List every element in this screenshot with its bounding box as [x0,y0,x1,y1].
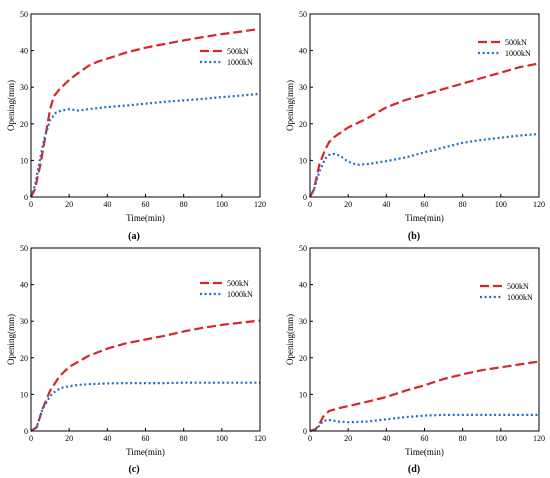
y-tick-label: 50 [20,244,28,253]
y-tick-label: 30 [299,83,307,92]
y-axis-label: Opening(mm) [285,80,295,131]
plot-frame [309,247,540,432]
y-tick-label: 30 [20,317,28,326]
x-tick-label: 40 [382,200,390,209]
x-tick-label: 40 [382,434,390,443]
x-tick-label: 100 [216,434,228,443]
y-tick-label: 40 [299,47,307,56]
legend-label-1000kn: 1000kN [227,58,253,67]
x-tick-label: 60 [142,200,150,209]
x-tick-label: 80 [459,200,467,209]
series-line-500kn [30,319,261,432]
y-tick-label: 50 [299,10,307,19]
x-tick-label: 80 [180,200,188,209]
legend: 500kN 1000kN [200,47,253,67]
y-tick-label: 20 [299,354,307,363]
chart-panel-2: 0 20 40 60 80 100 120 0 10 20 30 40 50 Time(min) Openi… [285,10,545,242]
panel-label: (d) [408,464,420,475]
legend-label-1000kn: 1000kN [227,290,253,299]
series-line-1000kn [30,381,260,432]
x-tick-label: 20 [65,434,73,443]
x-tick-label: 120 [533,434,545,443]
x-tick-label: 100 [216,200,228,209]
y-tick-label: 10 [20,156,28,165]
legend-label-1000kn: 1000kN [505,49,531,58]
y-tick-label: 20 [20,354,28,363]
legend-label-500kn: 500kN [505,38,527,47]
x-tick-label: 120 [254,200,266,209]
x-tick-label: 20 [65,200,73,209]
legend-label-1000kn: 1000kN [507,293,533,302]
y-tick-label: 50 [20,10,28,19]
series-line-1000kn [309,132,540,198]
series-line-500kn [309,360,540,433]
y-tick-label: 20 [299,120,307,129]
x-tick-label: 80 [180,434,188,443]
legend-label-500kn: 500kN [507,282,529,291]
x-tick-label: 20 [344,434,352,443]
panel-label: (b) [408,231,420,242]
x-axis-label: Time(min) [126,447,165,457]
panel-label: (a) [128,231,140,242]
x-tick-label: 0 [308,434,312,443]
y-tick-label: 0 [24,193,28,202]
x-tick-label: 60 [421,434,429,443]
y-tick-label: 10 [20,390,28,399]
y-tick-label: 20 [20,120,28,129]
y-tick-label: 30 [20,83,28,92]
y-tick-label: 0 [303,193,307,202]
y-tick-label: 40 [299,281,307,290]
x-tick-label: 40 [103,434,111,443]
x-tick-label: 100 [495,200,507,209]
legend: 500kN 1000kN [480,282,533,302]
y-tick-label: 10 [299,156,307,165]
x-axis-label: Time(min) [126,213,165,223]
y-tick-label: 0 [303,427,307,436]
series-line-1000kn [309,413,539,433]
y-axis-label: Opening(mm) [6,80,16,131]
y-tick-label: 30 [299,317,307,326]
y-axis-label: Opening(mm) [285,314,295,365]
series-line-500kn [30,28,257,198]
x-tick-label: 100 [495,434,507,443]
x-tick-label: 0 [29,434,33,443]
panel-label: (c) [128,464,139,475]
legend-label-500kn: 500kN [227,47,249,56]
y-tick-label: 50 [299,244,307,253]
y-tick-label: 0 [24,427,28,436]
x-tick-label: 40 [103,200,111,209]
y-tick-label: 10 [299,390,307,399]
series-line-500kn [309,62,540,198]
x-tick-label: 120 [533,200,545,209]
x-tick-label: 20 [344,200,352,209]
y-axis-label: Opening(mm) [6,314,16,365]
legend-label-500kn: 500kN [227,279,249,288]
y-tick-label: 40 [20,281,28,290]
legend: 500kN 1000kN [478,38,531,58]
x-tick-label: 0 [308,200,312,209]
chart-panel-4: 0 20 40 60 80 100 120 0 10 20 30 40 50 Time(min) Openi… [285,244,545,475]
x-tick-label: 0 [29,200,33,209]
chart-panel-3: 0 20 40 60 80 100 120 0 10 20 30 40 50 Time(min) Openi… [6,244,266,475]
x-tick-label: 80 [459,434,467,443]
y-tick-label: 40 [20,47,28,56]
x-axis-label: Time(min) [405,213,444,223]
x-tick-label: 120 [254,434,266,443]
x-axis-label: Time(min) [405,447,444,457]
chart-panel-1: 0 20 40 60 80 100 120 0 10 20 30 40 50 Time(min) Openi… [6,10,266,242]
x-tick-label: 60 [142,434,150,443]
x-tick-label: 60 [421,200,429,209]
series-line-1000kn [29,92,261,198]
plot-frame [30,13,261,198]
legend: 500kN 1000kN [200,279,253,299]
